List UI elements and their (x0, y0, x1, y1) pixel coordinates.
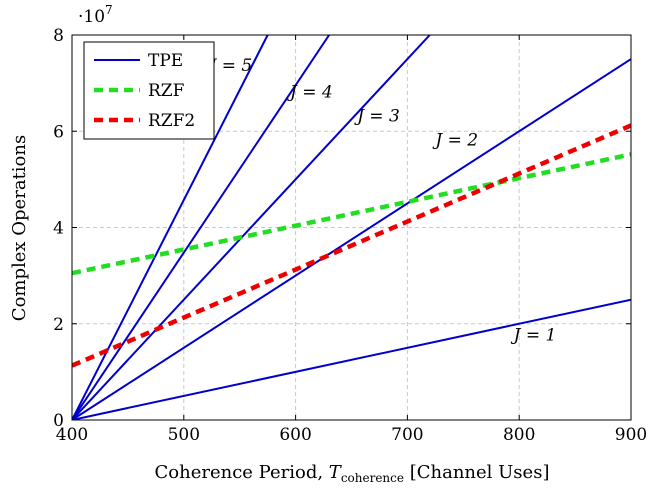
y-tick-label: 2 (53, 315, 64, 335)
series-line-rzf (72, 152, 631, 276)
series-line-tpe-4 (72, 35, 330, 420)
ticks: 400 500 600 700 800 900 0 2 4 6 8 (53, 26, 647, 445)
x-axis-label: Coherence Period, Tcoherence [Channel Us… (155, 462, 550, 485)
y-tick-label: 6 (53, 122, 64, 142)
legend-label: RZF (148, 81, 185, 101)
x-tick-label: 500 (168, 425, 200, 445)
series-annotation: J = 1 (511, 326, 557, 346)
series-line-tpe-5 (72, 35, 269, 420)
y-axis-label: Complex Operations (9, 135, 30, 321)
x-tick-label: 800 (503, 425, 535, 445)
series-line-tpe-3 (72, 35, 431, 420)
y-tick-label: 4 (53, 219, 64, 239)
x-tick-label: 700 (391, 425, 423, 445)
series-annotation: J = 3 (354, 107, 400, 127)
legend-box (83, 41, 215, 140)
series-line-tpe (72, 298, 631, 420)
legend: TPE RZF RZF2 (83, 41, 215, 140)
series-annotation: J = 4 (287, 83, 333, 103)
x-tick-label: 400 (56, 425, 88, 445)
legend-label: TPE (148, 51, 183, 71)
series-annotation: J = 2 (432, 131, 478, 151)
legend-label: RZF2 (148, 111, 195, 131)
series-group (72, 35, 631, 420)
x-tick-label: 900 (615, 425, 647, 445)
annotations: J = 1 J = 2 J = 3 J = 4 J = 5 (207, 56, 557, 346)
y-tick-label: 8 (53, 26, 64, 46)
series-line-tpe-2 (72, 58, 631, 420)
x-tick-label: 600 (279, 425, 311, 445)
y-tick-label: 0 (53, 411, 64, 431)
series-annotation: J = 5 (207, 56, 253, 76)
y-multiplier: ·107 (78, 3, 113, 27)
series-line-rzf2 (72, 123, 631, 368)
